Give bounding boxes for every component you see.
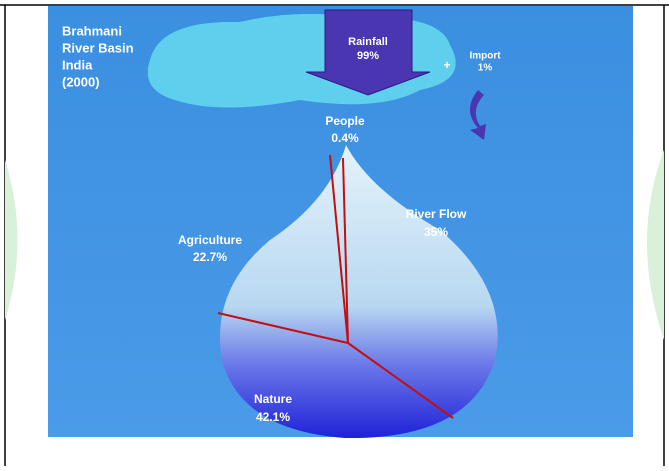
rainfall-arrow: [305, 9, 431, 96]
decor: [5, 160, 18, 320]
outflow-share: 42.1%: [256, 410, 290, 424]
inflow-share: 99%: [357, 50, 379, 62]
water-drop: [220, 145, 498, 439]
inflow-share: 1%: [478, 63, 493, 74]
outflow-share: 35%: [424, 225, 448, 239]
divider-lines: [217, 154, 454, 419]
inflow-label: Rainfall: [348, 36, 388, 48]
plus: +: [443, 58, 450, 72]
outflow-share: 0.4%: [331, 131, 359, 145]
inflow-label: Import: [469, 51, 501, 62]
decor: [647, 150, 664, 340]
title-line: India: [62, 57, 93, 72]
outflow-share: 22.7%: [193, 250, 227, 264]
outflow-label: People: [325, 114, 365, 128]
outflow-label: River Flow: [406, 207, 467, 221]
title-line: Brahmani: [62, 23, 122, 38]
title-line: River Basin: [62, 40, 134, 55]
outflow-label: Nature: [254, 392, 292, 406]
import-arrow: [470, 90, 486, 140]
title-line: (2000): [62, 74, 100, 89]
outflow-label: Agriculture: [178, 233, 242, 247]
